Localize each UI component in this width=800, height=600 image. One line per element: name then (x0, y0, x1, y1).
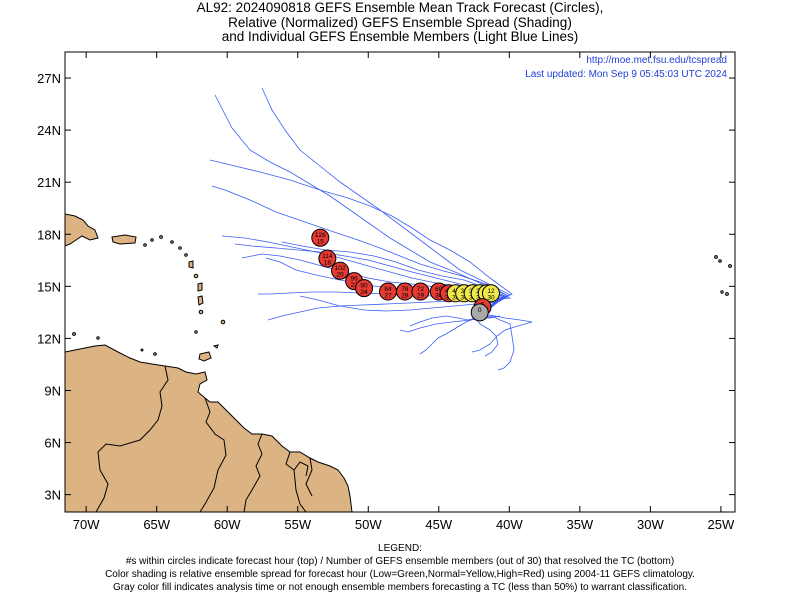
credit-updated: Last updated: Mon Sep 9 05:45:03 UTC 202… (525, 69, 727, 80)
ensemble-member-track (399, 315, 501, 333)
legend-line-3: Gray color fill indicates analysis time … (113, 582, 687, 593)
forecast-hour-label: 114 (322, 253, 333, 260)
country-borders (95, 365, 313, 512)
x-tick-label: 50W (355, 517, 382, 532)
member-count-label: 27 (384, 293, 392, 300)
y-tick-label: 24N (37, 123, 61, 138)
y-tick-label: 21N (37, 175, 61, 190)
y-tick-label: 15N (37, 279, 61, 294)
ensemble-member-track (419, 317, 477, 355)
ensemble-member-track (471, 314, 533, 353)
forecast-hour-label: 12 (487, 288, 495, 295)
mean-track-marker (311, 228, 330, 247)
member-count-label: 20 (336, 272, 344, 279)
mean-track-marker (331, 261, 350, 280)
forecast-hour-label: 60 (435, 286, 443, 293)
y-tick-label: 9N (44, 383, 61, 398)
y-tick-label: 3N (44, 488, 61, 503)
x-tick-label: 65W (143, 517, 170, 532)
x-tick-label: 55W (284, 517, 311, 532)
mean-track-marker (355, 279, 374, 298)
member-count-label: 28 (401, 293, 409, 300)
legend-line-2: Color shading is relative ensemble sprea… (105, 569, 695, 580)
mean-track-circle: 0 (470, 303, 489, 322)
x-tick-label: 40W (496, 517, 523, 532)
credit-url: http://moe.met.fsu.edu/tcspread (586, 55, 727, 66)
mean-track-marker (470, 303, 489, 322)
y-tick-label: 18N (37, 227, 61, 242)
ensemble-member-track (209, 159, 513, 319)
x-tick-label: 45W (425, 517, 452, 532)
member-count-label: 30 (452, 294, 460, 301)
ensemble-member-track (475, 315, 515, 371)
legend: LEGEND: #s within circles indicate forec… (0, 542, 800, 594)
y-tick-label: 6N (44, 436, 61, 451)
mean-track-marker (318, 249, 337, 268)
member-count-label: 15 (317, 239, 325, 246)
title-line-3: and Individual GEFS Ensemble Members (Li… (221, 29, 579, 44)
axis-ticks: 70W 65W 60W 55W 50W 45W 40W 35W 30W 25W 3N 6N 9N 12N 1… (37, 52, 735, 532)
ensemble-member-track (409, 315, 477, 327)
x-tick-label: 25W (708, 517, 735, 532)
forecast-hour-label: 72 (417, 286, 425, 293)
cabo-verde-islands (714, 255, 732, 296)
member-count-label: 24 (360, 289, 368, 296)
member-count-label: 30 (487, 294, 495, 301)
forecast-hour-label: 78 (401, 286, 409, 293)
member-count-label: 18 (324, 260, 332, 267)
tobago-island (212, 344, 219, 349)
member-count-label: 30 (461, 294, 469, 301)
forecast-hour-label: 96 (351, 276, 359, 283)
lesser-antilles (72, 235, 226, 356)
legend-line-1: #s within circles indicate forecast hour… (125, 556, 675, 567)
ensemble-member-track (299, 295, 500, 319)
trinidad-island (198, 351, 212, 362)
forecast-hour-label: 84 (384, 286, 392, 293)
x-tick-label: 35W (566, 517, 593, 532)
y-tick-label: 27N (37, 71, 61, 86)
plot-frame (64, 51, 736, 513)
forecast-hour-label: 90 (360, 283, 368, 290)
member-count-label: 30 (435, 293, 443, 300)
mean-track-marker (411, 282, 430, 301)
member-count-label: 22 (351, 282, 359, 289)
ensemble-member-track (475, 317, 499, 357)
legend-heading: LEGEND: (378, 543, 422, 554)
y-tick-label: 12N (37, 331, 61, 346)
forecast-hour-label: 0 (478, 307, 482, 314)
x-tick-label: 60W (214, 517, 241, 532)
chart-title: AL92: 2024090818 GEFS Ensemble Mean Trac… (0, 0, 800, 45)
title-line-2: Relative (Normalized) GEFS Ensemble Spre… (228, 14, 572, 30)
x-tick-label: 30W (637, 517, 664, 532)
mean-track-circles: 1261511418102209622902484277828722960304… (311, 228, 500, 322)
forecast-hour-label: 126 (315, 232, 326, 239)
puerto-rico-island (111, 234, 137, 245)
land-layer (65, 213, 732, 512)
x-tick-label: 70W (73, 517, 100, 532)
mean-track-marker (481, 284, 500, 303)
forecast-hour-label: 102 (335, 265, 346, 272)
title-line-1: AL92: 2024090818 GEFS Ensemble Mean Trac… (196, 0, 604, 15)
south-america-landmass (65, 344, 353, 512)
hispaniola-island (65, 213, 99, 247)
member-count-label: 29 (417, 293, 425, 300)
